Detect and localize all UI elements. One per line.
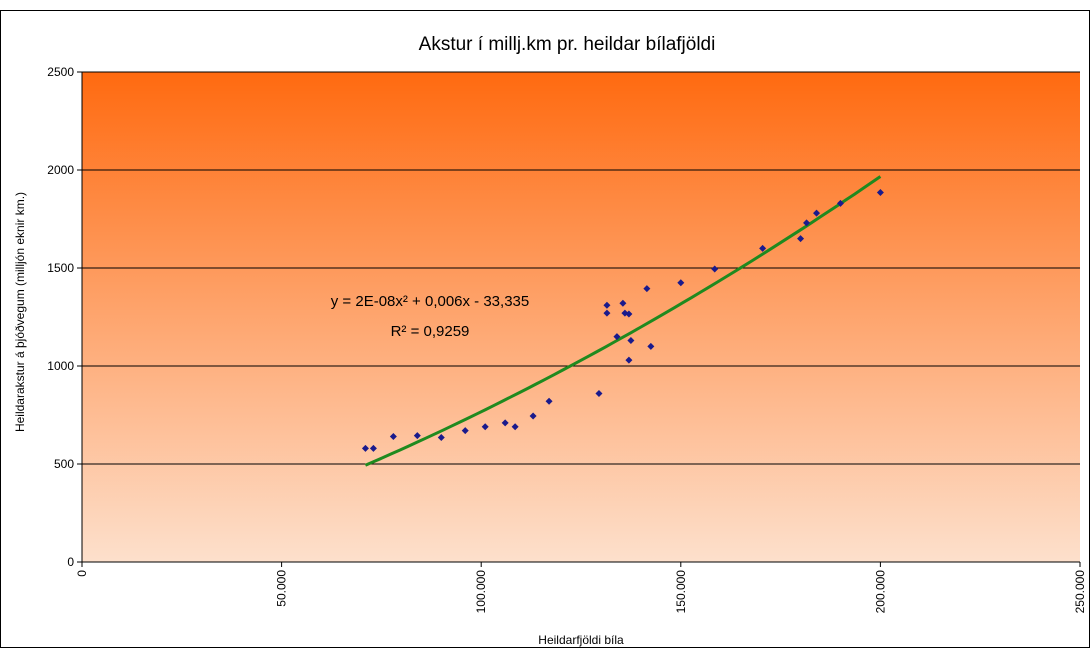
y-tick-labels: 0 500 1000 1500 2000 2500 [47,65,74,569]
data-point [836,199,844,207]
x-tick-label: 100.000 [474,570,488,614]
data-point [797,235,805,243]
y-tick-label: 2500 [47,65,74,79]
y-tick-label: 1000 [47,359,74,373]
y-axis-title: Heildarakstur á þjóðvegum (milljón eknir… [13,192,27,432]
gridlines [82,71,1080,465]
data-point [759,244,767,252]
data-point [813,209,821,217]
data-point [501,419,509,427]
data-point [413,432,421,440]
data-point [876,189,884,197]
data-point [595,389,603,397]
data-point [603,301,611,309]
data-point [361,444,369,452]
x-tick-label: 150.000 [674,570,688,614]
trendline-r-squared: R² = 0,9259 [391,323,470,340]
data-point [803,219,811,227]
data-point [545,397,553,405]
x-tick-label: 50.000 [275,570,289,607]
x-axis-title: Heildarfjöldi bíla [538,633,624,647]
data-point [627,337,635,345]
data-point [529,412,537,420]
data-point [625,310,633,318]
data-point [677,279,685,287]
y-tick-label: 2000 [47,163,74,177]
trendline-layer [364,175,882,467]
trendline [364,175,882,467]
data-point [643,285,651,293]
data-point [369,444,377,452]
data-point [619,299,627,307]
x-tick-label: 250.000 [1073,570,1087,614]
plot-area [82,72,1080,562]
y-tick-label: 1500 [47,261,74,275]
axes [77,71,1081,567]
data-point [711,265,719,273]
y-tick-label: 0 [67,555,74,569]
data-point [461,427,469,435]
data-point [613,333,621,341]
data-point [603,309,611,317]
y-tick-label: 500 [54,457,74,471]
x-tick-label: 200.000 [873,570,887,614]
data-point [437,434,445,442]
data-point [647,342,655,350]
data-point [511,423,519,431]
data-point [625,356,633,364]
x-tick-label: 0 [75,570,89,577]
chart-title: Akstur í millj.km pr. heildar bílafjöldi [419,34,716,55]
trendline-equation: y = 2E-08x² + 0,006x - 33,335 [331,293,529,310]
data-point [481,423,489,431]
data-points [361,189,884,452]
data-point [389,433,397,441]
x-tick-labels: 0 50.000 100.000 150.000 200.000 250.000 [75,570,1087,614]
